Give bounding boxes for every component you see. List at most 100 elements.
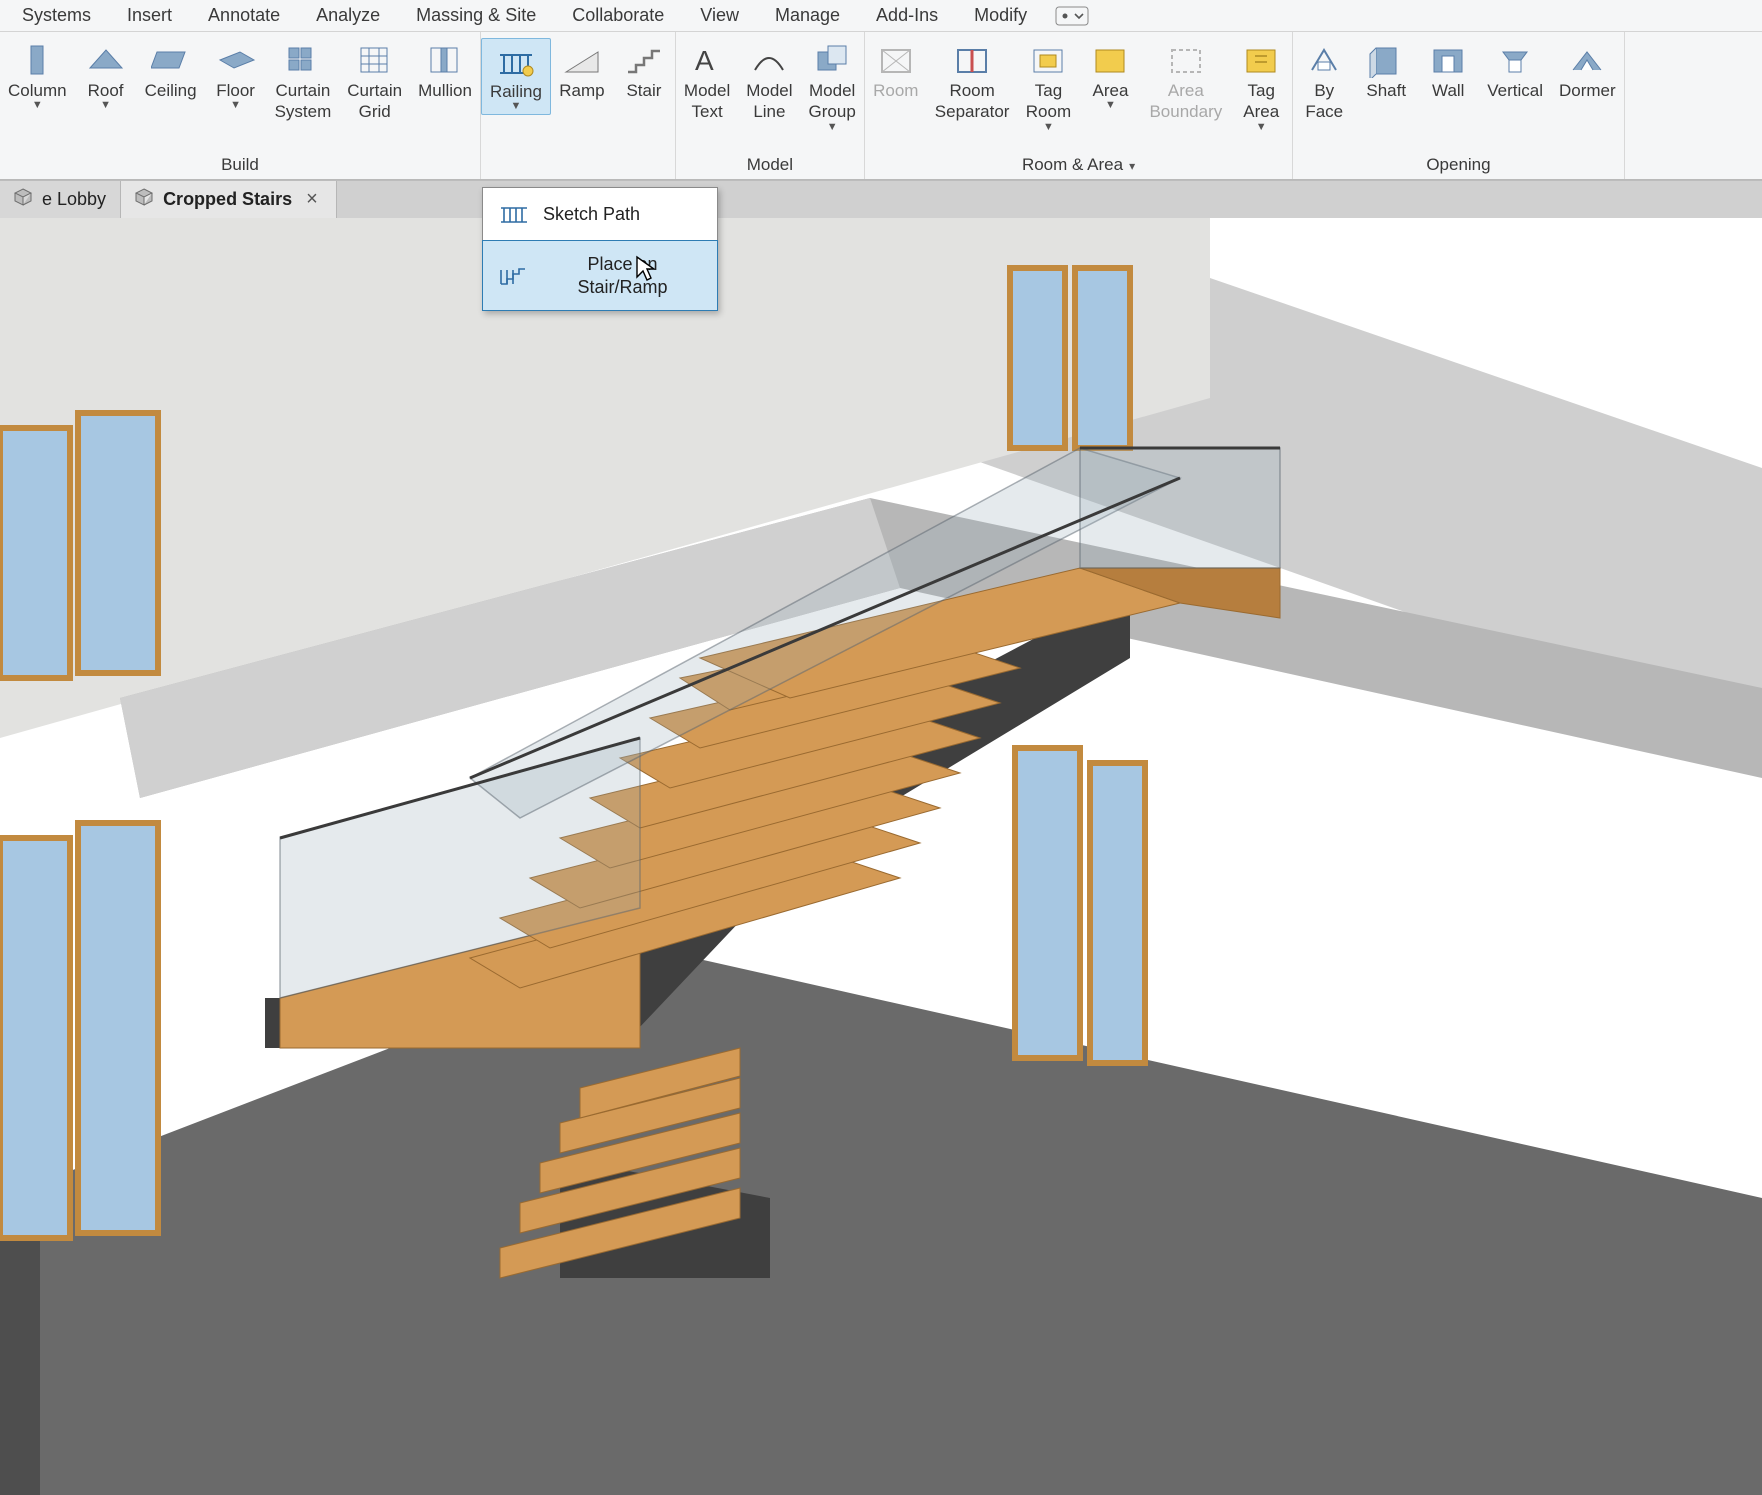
wall-opening-icon: [1425, 40, 1471, 80]
place-stair-icon: [497, 262, 530, 290]
menu-systems[interactable]: Systems: [4, 1, 109, 30]
ceiling-label: Ceiling: [145, 80, 197, 101]
panel-title: Room & Area: [865, 151, 1292, 179]
wall-opening-button[interactable]: Wall: [1417, 38, 1479, 101]
room-icon: [873, 40, 919, 80]
view-tab-e-lobby[interactable]: e Lobby: [0, 181, 120, 218]
menu-add-ins[interactable]: Add-Ins: [858, 1, 956, 30]
ribbon-panel-model: AModel TextModel LineModel Group▼Model: [676, 32, 865, 179]
by-face-button[interactable]: By Face: [1293, 38, 1355, 123]
area-boundary-label: Area Boundary: [1149, 80, 1222, 123]
3d-viewport[interactable]: [0, 218, 1762, 1495]
tag-area-button[interactable]: Tag Area▼: [1230, 38, 1292, 134]
quick-access-dropdown[interactable]: [1055, 6, 1089, 26]
model-text-label: Model Text: [684, 80, 730, 123]
ribbon-panel-opening: By FaceShaftWall Vertical Dormer Opening: [1293, 32, 1624, 179]
room-button: Room: [865, 38, 927, 101]
area-label: Area: [1093, 80, 1129, 101]
mullion-button[interactable]: Mullion: [410, 38, 480, 101]
room-separator-label: Room Separator: [935, 80, 1010, 123]
dropdown-caret-icon: ▼: [1105, 99, 1116, 113]
curtain-system-button[interactable]: Curtain System: [267, 38, 340, 123]
roof-button[interactable]: Roof▼: [75, 38, 137, 113]
ceiling-button[interactable]: Ceiling: [137, 38, 205, 101]
model-group-label: Model Group: [809, 80, 856, 123]
ribbon-panel-room-area: RoomRoom SeparatorTag Room▼Area▼Area Bou…: [865, 32, 1293, 179]
area-button[interactable]: Area▼: [1079, 38, 1141, 113]
tab-label: Cropped Stairs: [163, 189, 292, 210]
ceiling-icon: [148, 40, 194, 80]
room-separator-button[interactable]: Room Separator: [927, 38, 1018, 123]
menu-view[interactable]: View: [682, 1, 757, 30]
tab-close-icon[interactable]: ×: [302, 188, 322, 211]
curtain-grid-button[interactable]: Curtain Grid: [339, 38, 410, 123]
area-boundary-button: Area Boundary: [1141, 38, 1230, 123]
menu-collaborate[interactable]: Collaborate: [554, 1, 682, 30]
curtain-grid-label: Curtain Grid: [347, 80, 402, 123]
menu-annotate[interactable]: Annotate: [190, 1, 298, 30]
menu-bar: Systems Insert Annotate Analyze Massing …: [0, 0, 1762, 32]
panel-title: Build: [0, 151, 480, 179]
ribbon: Column▼Roof▼CeilingFloor▼Curtain SystemC…: [0, 32, 1762, 180]
shaft-icon: [1363, 40, 1409, 80]
panel-title-text: Opening: [1426, 155, 1490, 175]
dormer-label: Dormer: [1559, 80, 1616, 101]
stair-icon: [621, 40, 667, 80]
dormer-icon: [1564, 40, 1610, 80]
ramp-icon: [559, 40, 605, 80]
model-line-button[interactable]: Model Line: [738, 38, 800, 123]
dropdown-caret-icon: ▼: [230, 99, 241, 113]
vertical-label: Vertical: [1487, 80, 1543, 101]
dropdown-caret-icon: ▼: [1043, 121, 1054, 135]
curtain-grid-icon: [352, 40, 398, 80]
ribbon-panel-build: Column▼Roof▼CeilingFloor▼Curtain SystemC…: [0, 32, 481, 179]
tag-room-label: Tag Room: [1026, 80, 1071, 123]
roof-label: Roof: [88, 80, 124, 101]
vertical-button[interactable]: Vertical: [1479, 38, 1551, 101]
railing-dropdown-item-place-stair[interactable]: Place on Stair/Ramp: [482, 240, 718, 311]
view-cube-icon: [135, 188, 153, 211]
by-face-icon: [1301, 40, 1347, 80]
dropdown-caret-icon: ▼: [827, 121, 838, 135]
menu-massing-site[interactable]: Massing & Site: [398, 1, 554, 30]
view-cube-icon: [14, 188, 32, 211]
view-tab-cropped-stairs[interactable]: Cropped Stairs ×: [120, 181, 337, 218]
menu-modify[interactable]: Modify: [956, 1, 1045, 30]
column-button[interactable]: Column▼: [0, 38, 75, 113]
panel-title: Opening: [1293, 151, 1623, 179]
dropdown-item-label: Sketch Path: [543, 203, 640, 226]
curtain-system-icon: [280, 40, 326, 80]
panel-caret-icon[interactable]: [1129, 155, 1135, 175]
panel-title-text: Room & Area: [1022, 155, 1123, 175]
menu-analyze[interactable]: Analyze: [298, 1, 398, 30]
menu-manage[interactable]: Manage: [757, 1, 858, 30]
ribbon-panel-circulation: Railing▼Sketch PathPlace on Stair/RampRa…: [481, 32, 676, 179]
column-label: Column: [8, 80, 67, 101]
floor-button[interactable]: Floor▼: [205, 38, 267, 113]
tab-label: e Lobby: [42, 189, 106, 210]
room-separator-icon: [949, 40, 995, 80]
tag-room-icon: [1025, 40, 1071, 80]
dropdown-item-label: Place on Stair/Ramp: [542, 253, 703, 298]
model-line-label: Model Line: [746, 80, 792, 123]
roof-icon: [83, 40, 129, 80]
view-tabstrip: e Lobby Cropped Stairs ×: [0, 180, 1762, 218]
railing-icon: [493, 41, 539, 81]
ramp-button[interactable]: Ramp: [551, 38, 613, 101]
model-group-button[interactable]: Model Group▼: [801, 38, 864, 134]
tag-room-button[interactable]: Tag Room▼: [1017, 38, 1079, 134]
shaft-button[interactable]: Shaft: [1355, 38, 1417, 101]
railing-dropdown-item-sketch-path[interactable]: Sketch Path: [483, 188, 717, 241]
stair-label: Stair: [626, 80, 661, 101]
railing-button[interactable]: Railing▼Sketch PathPlace on Stair/Ramp: [481, 38, 551, 115]
dormer-button[interactable]: Dormer: [1551, 38, 1624, 101]
area-icon: [1087, 40, 1133, 80]
mullion-label: Mullion: [418, 80, 472, 101]
stair-button[interactable]: Stair: [613, 38, 675, 101]
tag-area-label: Tag Area: [1243, 80, 1279, 123]
panel-title: [481, 151, 675, 179]
model-text-button[interactable]: AModel Text: [676, 38, 738, 123]
panel-title-text: Build: [221, 155, 259, 175]
menu-insert[interactable]: Insert: [109, 1, 190, 30]
sketch-path-icon: [497, 200, 531, 228]
